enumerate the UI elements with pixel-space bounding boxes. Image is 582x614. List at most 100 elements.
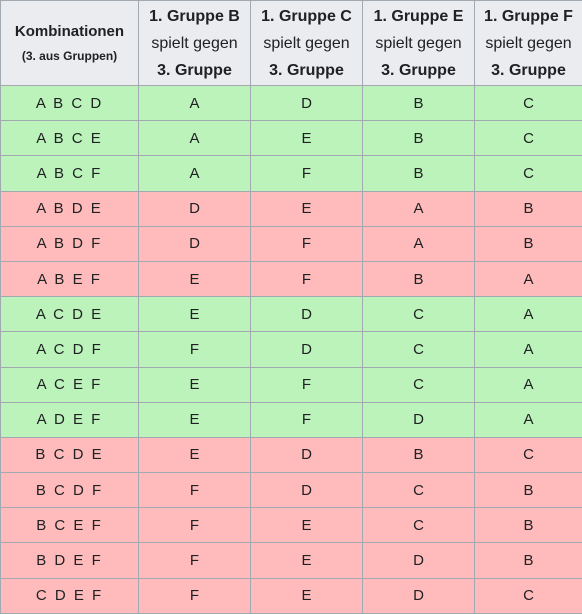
group-b-opponent-cell: D <box>138 225 251 262</box>
combination-cell: A D E F <box>0 401 139 438</box>
group-e-opponent-cell: C <box>362 296 475 333</box>
combination-cell: A B C E <box>0 120 139 157</box>
group-e-opponent-cell: C <box>362 366 475 403</box>
group-c-opponent-cell: E <box>250 507 363 544</box>
group-e-opponent-cell: B <box>362 120 475 157</box>
header-group-e: 1. Gruppe E spielt gegen 3. Gruppe <box>362 0 475 86</box>
header-combinations-title: Kombinationen <box>14 23 125 40</box>
header-group-e-verb: spielt gegen <box>375 34 462 52</box>
header-group-c-verb: spielt gegen <box>263 34 350 52</box>
header-group-e-title: 1. Gruppe E <box>373 7 464 25</box>
group-c-opponent-cell: E <box>250 577 363 614</box>
group-c-opponent-cell: D <box>250 331 363 368</box>
group-f-opponent-cell: B <box>474 472 582 509</box>
group-e-opponent-cell: D <box>362 542 475 579</box>
group-e-opponent-cell: B <box>362 260 475 298</box>
group-b-opponent-cell: E <box>138 296 251 333</box>
group-c-opponent-cell: E <box>250 542 363 579</box>
combination-cell: A B C D <box>0 84 139 122</box>
group-b-opponent-cell: A <box>138 120 251 157</box>
combination-cell: A C E F <box>0 366 139 403</box>
group-f-opponent-cell: A <box>474 401 582 438</box>
combination-cell: B C D F <box>0 472 139 509</box>
header-group-b: 1. Gruppe B spielt gegen 3. Gruppe <box>138 0 251 86</box>
group-b-opponent-cell: F <box>138 331 251 368</box>
group-f-opponent-cell: B <box>474 542 582 579</box>
group-b-opponent-cell: D <box>138 190 251 227</box>
header-group-b-verb: spielt gegen <box>151 34 238 52</box>
group-f-opponent-cell: C <box>474 436 582 474</box>
header-group-f: 1. Gruppe F spielt gegen 3. Gruppe <box>474 0 582 86</box>
group-b-opponent-cell: F <box>138 507 251 544</box>
group-c-opponent-cell: F <box>250 155 363 192</box>
group-e-opponent-cell: B <box>362 436 475 474</box>
group-f-opponent-cell: B <box>474 190 582 227</box>
group-c-opponent-cell: D <box>250 472 363 509</box>
group-e-opponent-cell: C <box>362 507 475 544</box>
group-e-opponent-cell: A <box>362 190 475 227</box>
group-b-opponent-cell: A <box>138 84 251 122</box>
group-e-opponent-cell: D <box>362 577 475 614</box>
header-row: Kombinationen (3. aus Gruppen) 1. Gruppe… <box>0 0 582 86</box>
group-c-opponent-cell: F <box>250 260 363 298</box>
combination-cell: C D E F <box>0 577 139 614</box>
group-f-opponent-cell: C <box>474 155 582 192</box>
group-c-opponent-cell: E <box>250 120 363 157</box>
group-c-opponent-cell: F <box>250 401 363 438</box>
group-e-opponent-cell: B <box>362 155 475 192</box>
combination-cell: A B C F <box>0 155 139 192</box>
group-e-opponent-cell: D <box>362 401 475 438</box>
group-f-opponent-cell: C <box>474 84 582 122</box>
header-group-c-title: 1. Gruppe C <box>261 7 352 25</box>
group-f-opponent-cell: B <box>474 507 582 544</box>
header-group-e-opponent: 3. Gruppe <box>381 61 456 79</box>
group-b-opponent-cell: F <box>138 542 251 579</box>
group-f-opponent-cell: B <box>474 225 582 262</box>
group-b-opponent-cell: E <box>138 436 251 474</box>
header-group-b-opponent: 3. Gruppe <box>157 61 232 79</box>
header-group-f-title: 1. Gruppe F <box>484 7 573 25</box>
header-combinations: Kombinationen (3. aus Gruppen) <box>0 0 139 86</box>
combination-cell: B C E F <box>0 507 139 544</box>
group-b-opponent-cell: E <box>138 260 251 298</box>
group-b-opponent-cell: F <box>138 577 251 614</box>
header-group-b-title: 1. Gruppe B <box>149 7 240 25</box>
group-b-opponent-cell: E <box>138 401 251 438</box>
header-group-c: 1. Gruppe C spielt gegen 3. Gruppe <box>250 0 363 86</box>
header-group-f-verb: spielt gegen <box>485 34 572 52</box>
group-f-opponent-cell: A <box>474 296 582 333</box>
header-group-f-opponent: 3. Gruppe <box>491 61 566 79</box>
group-c-opponent-cell: D <box>250 84 363 122</box>
combination-cell: A C D E <box>0 296 139 333</box>
group-f-opponent-cell: A <box>474 331 582 368</box>
group-c-opponent-cell: E <box>250 190 363 227</box>
group-b-opponent-cell: A <box>138 155 251 192</box>
group-c-opponent-cell: F <box>250 366 363 403</box>
combination-cell: B C D E <box>0 436 139 474</box>
group-e-opponent-cell: C <box>362 472 475 509</box>
combination-cell: A B D E <box>0 190 139 227</box>
group-c-opponent-cell: D <box>250 296 363 333</box>
combination-cell: A B D F <box>0 225 139 262</box>
header-combinations-subtitle: (3. aus Gruppen) <box>21 49 118 63</box>
combination-cell: A C D F <box>0 331 139 368</box>
group-b-opponent-cell: F <box>138 472 251 509</box>
combination-cell: B D E F <box>0 542 139 579</box>
combination-cell: A B E F <box>0 260 139 298</box>
group-f-opponent-cell: C <box>474 577 582 614</box>
